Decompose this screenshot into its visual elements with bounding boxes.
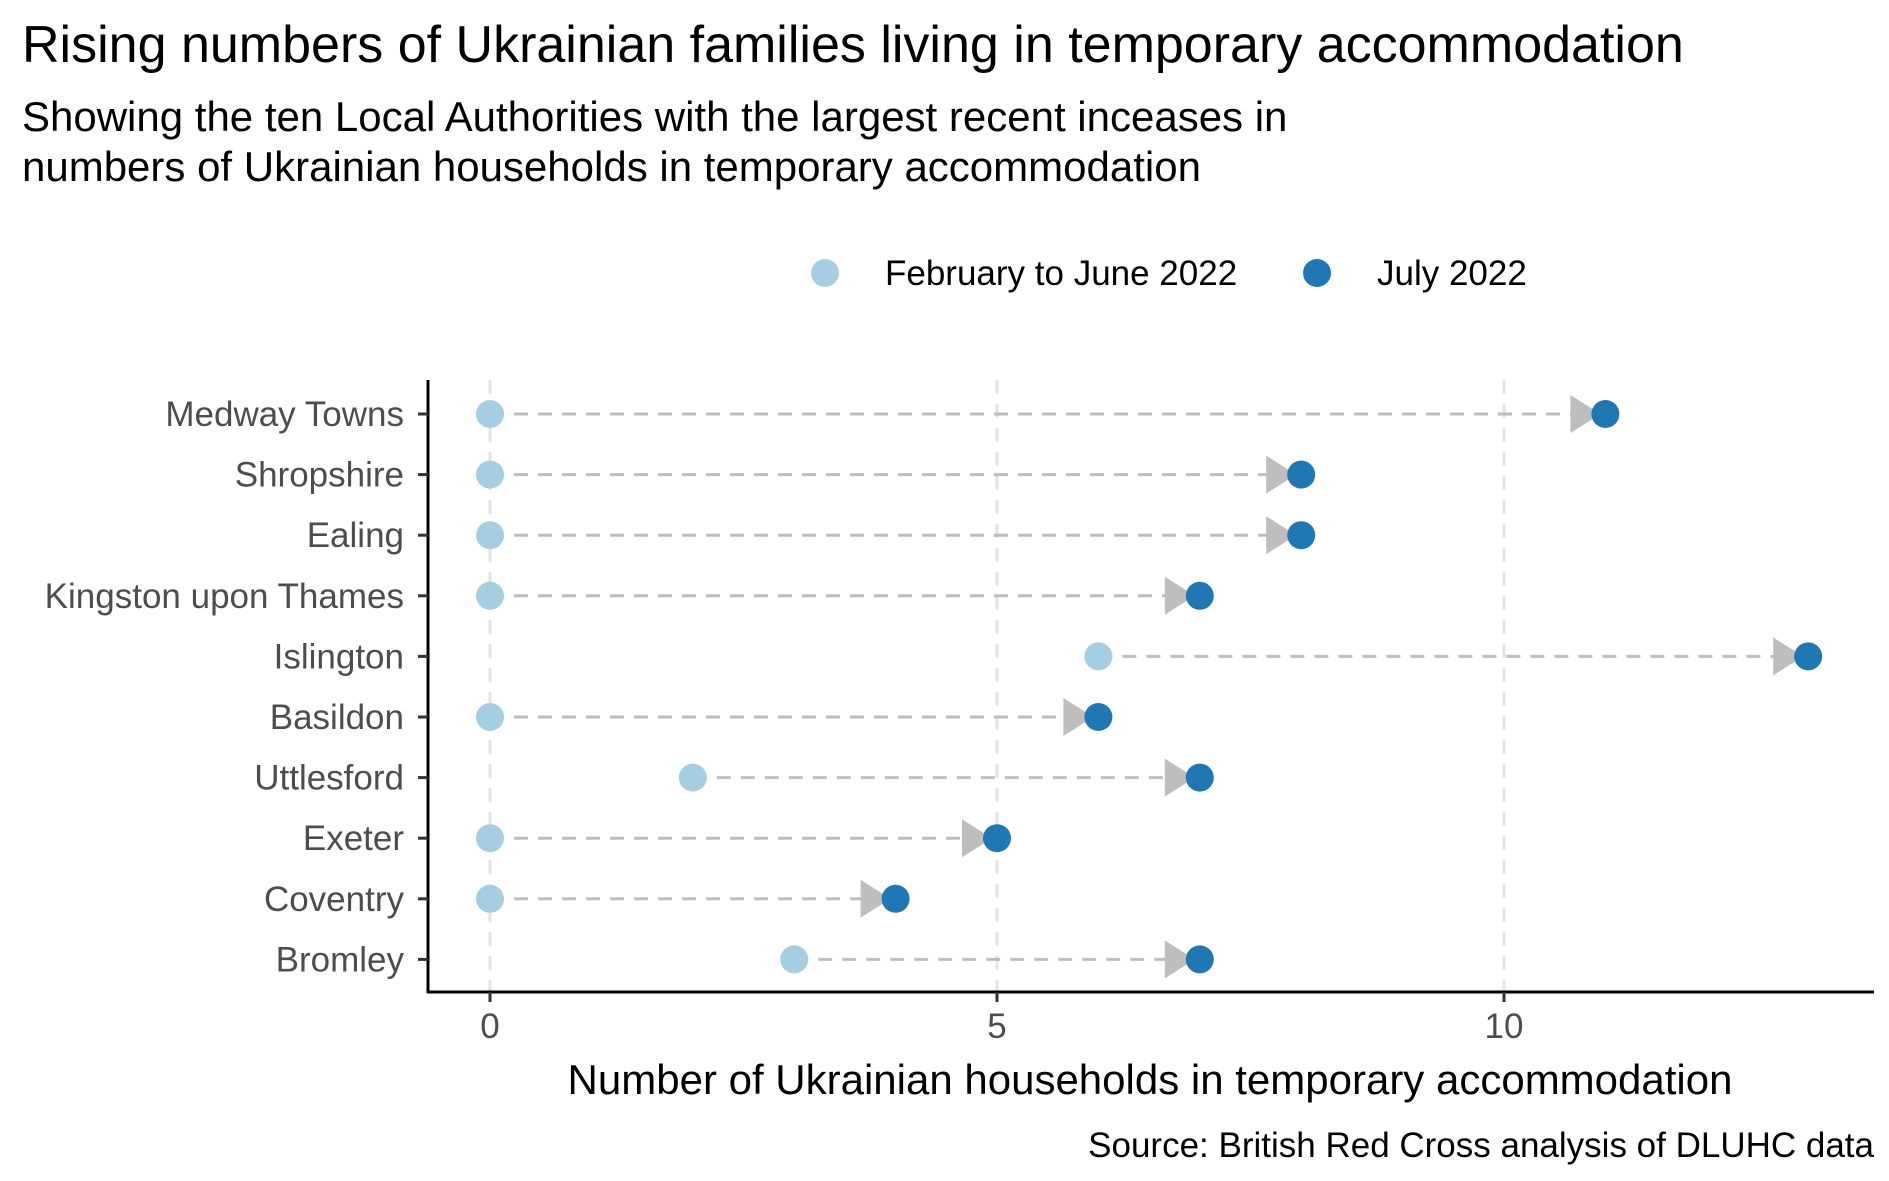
chart-subtitle: Showing the ten Local Authorities with t… <box>22 92 1522 192</box>
point-end <box>881 884 910 913</box>
arrow-head <box>1063 698 1094 736</box>
legend: February to June 2022 July 2022 <box>811 254 1527 293</box>
x-tick-label: 5 <box>987 1007 1006 1046</box>
y-tick-label: Ealing <box>307 516 404 555</box>
chart-title: Rising numbers of Ukrainian families liv… <box>22 16 1684 74</box>
arrow-head <box>1164 758 1195 797</box>
arrow-head <box>1570 395 1601 433</box>
y-tick-label: Shropshire <box>235 456 404 495</box>
y-tick-label: Exeter <box>303 819 404 858</box>
arrow-head <box>1773 637 1804 676</box>
legend-label-end: July 2022 <box>1377 254 1527 293</box>
legend-swatch-end <box>1303 259 1331 287</box>
arrow-head <box>1266 516 1297 555</box>
arrow-head <box>1164 576 1195 615</box>
point-end <box>1794 642 1823 671</box>
legend-swatch-start <box>811 259 839 287</box>
arrow-head <box>962 819 992 858</box>
y-tick-label: Basildon <box>270 698 404 737</box>
point-end <box>1185 763 1214 792</box>
arrow-head <box>860 879 891 918</box>
point-start <box>476 884 504 913</box>
y-axis-labels: Medway Towns Shropshire Ealing Kingston upo… <box>45 395 428 979</box>
arrow-head <box>1164 940 1195 979</box>
caption: Source: British Red Cross analysis of DL… <box>1088 1126 1874 1165</box>
point-start <box>476 703 504 731</box>
data-points <box>476 400 1823 974</box>
x-tick-label: 10 <box>1485 1007 1524 1046</box>
x-axis-ticks: 0 5 10 <box>480 992 1523 1046</box>
point-end <box>1287 460 1316 489</box>
point-end <box>1185 945 1214 974</box>
point-start <box>476 521 504 550</box>
point-end <box>1591 400 1620 428</box>
y-tick-label: Uttlesford <box>254 759 404 798</box>
point-start <box>780 945 809 974</box>
y-tick-label: Kingston upon Thames <box>45 577 404 616</box>
y-tick-label: Medway Towns <box>165 395 404 434</box>
axes <box>426 380 1874 994</box>
point-start <box>476 824 504 853</box>
point-start <box>476 581 504 610</box>
point-start <box>476 460 504 489</box>
point-start <box>1084 642 1113 671</box>
subtitle-line-2: numbers of Ukrainian households in tempo… <box>22 143 1201 190</box>
x-axis-title: Number of Ukrainian households in tempor… <box>568 1056 1733 1103</box>
legend-label-start: February to June 2022 <box>885 254 1237 293</box>
arrow-head <box>1266 455 1297 494</box>
point-start <box>476 400 504 428</box>
y-tick-label: Coventry <box>264 880 405 919</box>
point-start <box>678 763 707 792</box>
point-end <box>1287 521 1316 550</box>
arrow-segments <box>490 395 1804 979</box>
subtitle-line-1: Showing the ten Local Authorities with t… <box>22 93 1288 140</box>
y-tick-label: Bromley <box>276 940 405 979</box>
point-end <box>983 824 1011 853</box>
y-tick-label: Islington <box>274 637 404 676</box>
point-end <box>1185 581 1214 610</box>
x-tick-label: 0 <box>480 1007 499 1046</box>
point-end <box>1084 703 1113 731</box>
